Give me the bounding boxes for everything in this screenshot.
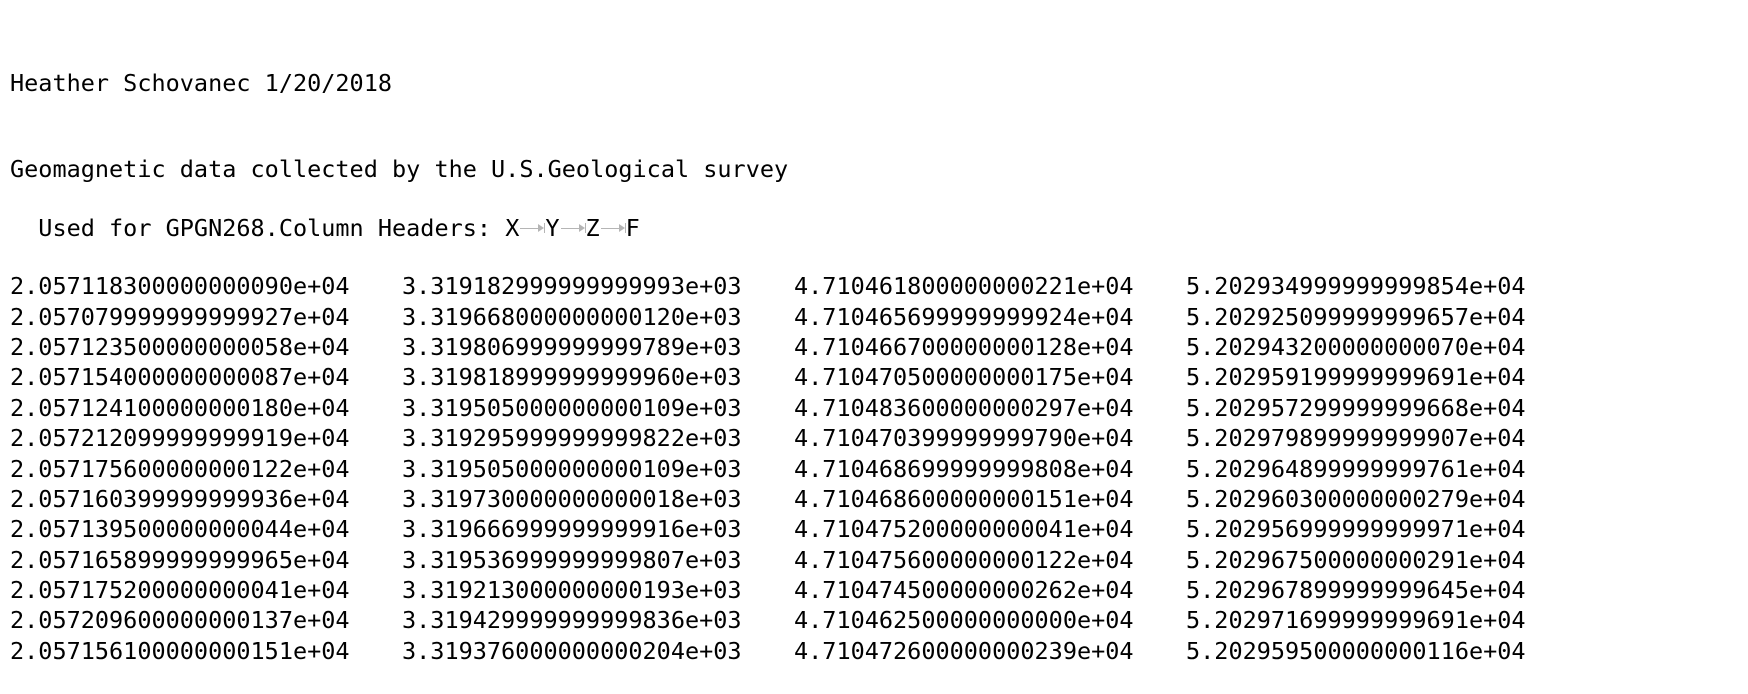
table-cell: 3.319536999999999807e+03 (402, 545, 742, 574)
table-cell: 2.057212099999999919e+04 (10, 424, 350, 453)
table-cell: 4.710470399999999790e+04 (794, 424, 1134, 453)
table-cell: 5.202943200000000070e+04 (1186, 332, 1526, 361)
table-row: 2.057079999999999927e+04 3.31966800000000… (10, 302, 1526, 332)
table-cell: 5.202957299999999668e+04 (1186, 393, 1526, 422)
table-row: 2.057139500000000044e+04 3.31966699999999… (10, 514, 1526, 544)
table-cell: 3.319505000000000109e+03 (402, 454, 742, 483)
table-cell: 5.202925099999999657e+04 (1186, 302, 1526, 331)
table-cell: 4.710472600000000239e+04 (794, 636, 1134, 665)
author-date-line: Heather Schovanec 1/20/2018 (10, 69, 393, 97)
tab-arrow-icon (520, 222, 546, 234)
table-cell: 5.202971699999999691e+04 (1186, 606, 1526, 635)
column-headers-line: Used for GPGN268.Column Headers: X Y Z F (38, 213, 640, 243)
table-cell: 4.710470500000000175e+04 (794, 363, 1134, 392)
table-cell: 3.319505000000000109e+03 (402, 393, 742, 422)
table-cell: 2.057079999999999927e+04 (10, 302, 350, 331)
table-row: 2.057154000000000087e+04 3.31981899999999… (10, 362, 1526, 392)
table-cell: 4.710462500000000000e+04 (794, 606, 1134, 635)
table-cell: 4.710461800000000221e+04 (794, 272, 1134, 301)
column-header-y: Y (545, 213, 560, 242)
table-cell: 4.710466700000000128e+04 (794, 332, 1134, 361)
table-cell: 5.202967899999999645e+04 (1186, 576, 1526, 605)
table-cell: 5.202967500000000291e+04 (1186, 545, 1526, 574)
table-cell: 5.202956999999999971e+04 (1186, 515, 1526, 544)
table-cell: 4.710475600000000122e+04 (794, 545, 1134, 574)
table-cell: 3.319213000000000193e+03 (402, 576, 742, 605)
tab-arrow-icon (600, 222, 626, 234)
description-line: Geomagnetic data collected by the U.S.Ge… (10, 155, 789, 184)
table-cell: 3.319806999999999789e+03 (402, 332, 742, 361)
table-cell: 3.319818999999999960e+03 (402, 363, 742, 392)
table-cell: 2.057175200000000041e+04 (10, 576, 350, 605)
table-row: 2.057209600000000137e+04 3.31942999999999… (10, 605, 1526, 635)
table-cell: 3.319730000000000018e+03 (402, 484, 742, 513)
column-header-z: Z (585, 213, 600, 242)
table-cell: 3.319668000000000120e+03 (402, 302, 742, 331)
table-cell: 2.057154000000000087e+04 (10, 363, 350, 392)
table-row: 2.057160399999999936e+04 3.31973000000000… (10, 484, 1526, 514)
table-row: 2.057118300000000090e+04 3.31918299999999… (10, 271, 1526, 301)
table-cell: 2.057123500000000058e+04 (10, 332, 350, 361)
table-cell: 3.319666999999999916e+03 (402, 515, 742, 544)
table-cell: 2.057156100000000151e+04 (10, 636, 350, 665)
text-document: Heather Schovanec 1/20/2018 Geomagnetic … (10, 12, 1526, 694)
data-table: 2.057118300000000090e+04 3.31918299999999… (10, 271, 1526, 666)
table-cell: 3.319376000000000204e+03 (402, 636, 742, 665)
table-cell: 4.710465699999999924e+04 (794, 302, 1134, 331)
table-cell: 5.202979899999999907e+04 (1186, 424, 1526, 453)
column-header-f: F (625, 213, 640, 242)
table-cell: 3.319295999999999822e+03 (402, 424, 742, 453)
table-cell: 5.202959199999999691e+04 (1186, 363, 1526, 392)
table-row: 2.057156100000000151e+04 3.31937600000000… (10, 636, 1526, 666)
table-cell: 5.202934999999999854e+04 (1186, 272, 1526, 301)
column-header-x: X (505, 213, 520, 242)
table-cell: 2.057209600000000137e+04 (10, 606, 350, 635)
tab-arrow-icon (560, 222, 586, 234)
table-cell: 4.710468699999999808e+04 (794, 454, 1134, 483)
table-row: 2.057175200000000041e+04 3.31921300000000… (10, 575, 1526, 605)
column-headers-prefix: Used for GPGN268.Column Headers: (38, 213, 506, 242)
table-cell: 2.057165899999999965e+04 (10, 545, 350, 574)
table-row: 2.057212099999999919e+04 3.31929599999999… (10, 423, 1526, 453)
table-cell: 4.710468600000000151e+04 (794, 484, 1134, 513)
table-cell: 5.202959500000000116e+04 (1186, 636, 1526, 665)
table-row: 2.057123500000000058e+04 3.31980699999999… (10, 332, 1526, 362)
table-cell: 2.057175600000000122e+04 (10, 454, 350, 483)
table-cell: 2.057139500000000044e+04 (10, 515, 350, 544)
table-cell: 3.319182999999999993e+03 (402, 272, 742, 301)
table-cell: 5.202960300000000279e+04 (1186, 484, 1526, 513)
table-cell: 5.202964899999999761e+04 (1186, 454, 1526, 483)
table-cell: 4.710475200000000041e+04 (794, 515, 1134, 544)
table-cell: 4.710474500000000262e+04 (794, 576, 1134, 605)
table-cell: 2.057124100000000180e+04 (10, 393, 350, 422)
table-cell: 2.057160399999999936e+04 (10, 484, 350, 513)
table-row: 2.057165899999999965e+04 3.31953699999999… (10, 545, 1526, 575)
table-cell: 2.057118300000000090e+04 (10, 272, 350, 301)
table-row: 2.057175600000000122e+04 3.31950500000000… (10, 454, 1526, 484)
table-row: 2.057124100000000180e+04 3.31950500000000… (10, 393, 1526, 423)
table-cell: 4.710483600000000297e+04 (794, 393, 1134, 422)
table-cell: 3.319429999999999836e+03 (402, 606, 742, 635)
